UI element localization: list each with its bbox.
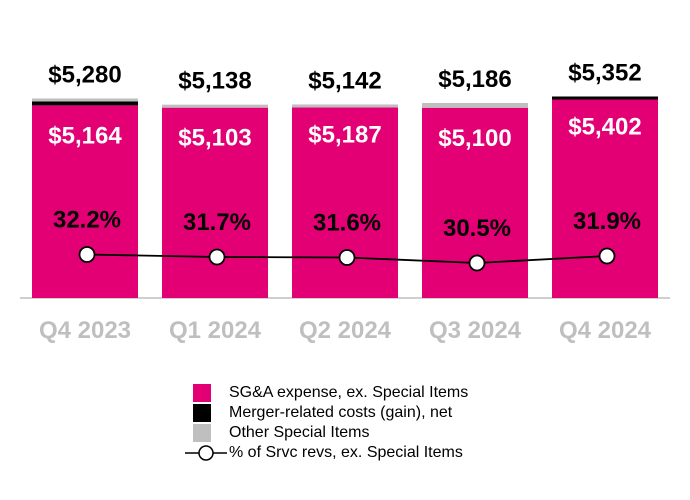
bar-merger-4 <box>552 96 658 100</box>
legend-label-merger: Merger-related costs (gain), net <box>229 404 453 421</box>
bar-other-3 <box>422 102 528 108</box>
bar-value-label-1: $5,103 <box>178 125 251 152</box>
bar-value-label-0: $5,164 <box>48 122 122 149</box>
total-label-3: $5,186 <box>438 66 511 93</box>
percent-point-2 <box>338 249 356 266</box>
bar-sga-2 <box>292 104 398 298</box>
category-label-1: Q1 2024 <box>169 317 262 344</box>
percent-point-3 <box>468 254 486 272</box>
percent-point-1 <box>208 248 226 266</box>
legend-item-sga: SG&A expense, ex. Special Items <box>185 383 468 403</box>
legend-label-percent: % of Srvc revs, ex. Special Items <box>229 444 463 461</box>
percent-label-4: 31.9% <box>573 208 641 235</box>
percent-point-4 <box>598 247 616 265</box>
percent-label-3: 30.5% <box>443 215 511 242</box>
legend-line-marker-icon <box>185 445 227 461</box>
total-label-1: $5,138 <box>178 68 251 95</box>
bar-sga-1 <box>162 107 268 298</box>
category-label-0: Q4 2023 <box>39 317 131 344</box>
bar-value-label-4: $5,402 <box>568 114 641 141</box>
legend-label-other: Other Special Items <box>229 424 370 441</box>
legend-item-percent: % of Srvc revs, ex. Special Items <box>185 443 468 463</box>
legend-item-other: Other Special Items <box>185 423 468 443</box>
category-label-3: Q3 2024 <box>429 317 522 344</box>
total-label-0: $5,280 <box>48 61 121 88</box>
legend-item-merger: Merger-related costs (gain), net <box>185 403 468 423</box>
bar-merger-0 <box>32 101 138 106</box>
percent-label-1: 31.7% <box>183 209 251 236</box>
bar-value-label-3: $5,100 <box>438 125 511 152</box>
percent-label-0: 32.2% <box>53 207 121 234</box>
bar-other-2 <box>292 104 398 108</box>
bar-sga-0 <box>32 105 138 298</box>
bar-other-0 <box>32 98 138 102</box>
total-label-4: $5,352 <box>568 60 641 87</box>
category-label-4: Q4 2024 <box>559 317 652 344</box>
legend-swatch-merger <box>193 404 211 422</box>
legend-swatch-other <box>193 424 211 442</box>
bar-other-1 <box>162 104 268 108</box>
bar-sga-4 <box>552 96 658 298</box>
percent-label-2: 31.6% <box>313 210 381 237</box>
legend-swatch-sga <box>193 384 211 402</box>
category-label-2: Q2 2024 <box>299 317 392 344</box>
total-label-2: $5,142 <box>308 68 381 95</box>
legend: SG&A expense, ex. Special Items Merger-r… <box>185 383 468 463</box>
bar-value-label-2: $5,187 <box>308 122 381 149</box>
legend-label-sga: SG&A expense, ex. Special Items <box>229 384 469 401</box>
percent-point-0 <box>78 246 96 263</box>
